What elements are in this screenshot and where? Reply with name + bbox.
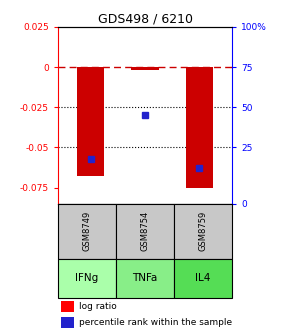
Bar [58,259,116,298]
Text: IFNg: IFNg [75,273,99,283]
Bar [61,301,74,312]
Text: IL4: IL4 [195,273,211,283]
Bar [58,204,116,259]
Text: GSM8754: GSM8754 [140,211,150,251]
Text: TNFa: TNFa [132,273,158,283]
Text: GSM8749: GSM8749 [82,211,92,251]
Bar [186,67,213,187]
Text: log ratio: log ratio [79,302,117,311]
Bar [77,67,104,176]
Text: percentile rank within the sample: percentile rank within the sample [79,318,232,327]
Bar [131,67,159,70]
Bar [116,259,174,298]
Bar [174,204,232,259]
Bar [116,204,174,259]
Bar [174,259,232,298]
Bar [61,317,74,328]
Text: GSM8759: GSM8759 [198,211,208,251]
Title: GDS498 / 6210: GDS498 / 6210 [97,13,193,26]
